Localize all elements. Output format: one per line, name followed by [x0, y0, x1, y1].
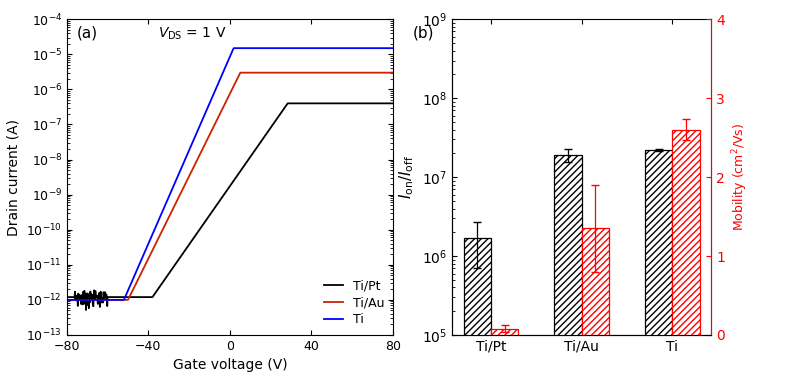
Ti — [82, 298, 91, 302]
Y-axis label: Mobility (cm$^2$/Vs): Mobility (cm$^2$/Vs) — [731, 123, 750, 231]
Ti/Au — [310, 70, 319, 75]
Ti/Pt — [252, 146, 262, 150]
Ti — [252, 46, 262, 50]
Ti/Pt — [260, 133, 270, 138]
Ti — [388, 46, 398, 50]
Ti/Pt — [283, 101, 292, 105]
Ti/Au — [82, 298, 91, 302]
Ti — [229, 46, 238, 50]
Bar — [672, 130, 700, 335]
Ti/Au — [252, 70, 262, 75]
Line: Ti/Au: Ti/Au — [67, 73, 393, 300]
Ti/Pt — [83, 298, 92, 303]
Ti/Au — [343, 70, 353, 75]
Y-axis label: $I_{\mathrm{on}}/I_{\mathrm{off}}$: $I_{\mathrm{on}}/I_{\mathrm{off}}$ — [398, 155, 417, 199]
Ti/Pt — [62, 295, 72, 300]
Ti — [310, 46, 319, 50]
Bar — [464, 238, 491, 385]
Ti — [343, 46, 353, 50]
Ti/Au — [260, 70, 270, 75]
Bar — [554, 155, 582, 385]
Text: (a): (a) — [76, 25, 97, 40]
Text: (b): (b) — [413, 25, 435, 40]
Line: Ti: Ti — [67, 48, 393, 300]
Ti/Au — [388, 70, 398, 75]
Y-axis label: Drain current (A): Drain current (A) — [6, 119, 20, 236]
Ti/Au — [62, 298, 72, 302]
Legend: Ti/Pt, Ti/Au, Ti: Ti/Pt, Ti/Au, Ti — [321, 277, 387, 329]
Ti/Pt — [310, 101, 320, 105]
Ti/Au — [236, 70, 245, 75]
Ti/Au — [270, 70, 280, 75]
Ti/Pt — [343, 101, 353, 105]
Ti — [62, 298, 72, 302]
X-axis label: Gate voltage (V): Gate voltage (V) — [173, 358, 287, 372]
Bar — [491, 329, 518, 335]
Bar — [645, 150, 672, 385]
Ti/Pt — [388, 101, 398, 105]
Line: Ti/Pt: Ti/Pt — [67, 103, 393, 310]
Ti — [270, 46, 280, 50]
Bar — [582, 228, 609, 335]
Text: $V_{\mathrm{DS}}$ = 1 V: $V_{\mathrm{DS}}$ = 1 V — [158, 25, 226, 42]
Ti/Pt — [81, 308, 90, 312]
Ti — [260, 46, 270, 50]
Ti/Pt — [270, 119, 280, 124]
